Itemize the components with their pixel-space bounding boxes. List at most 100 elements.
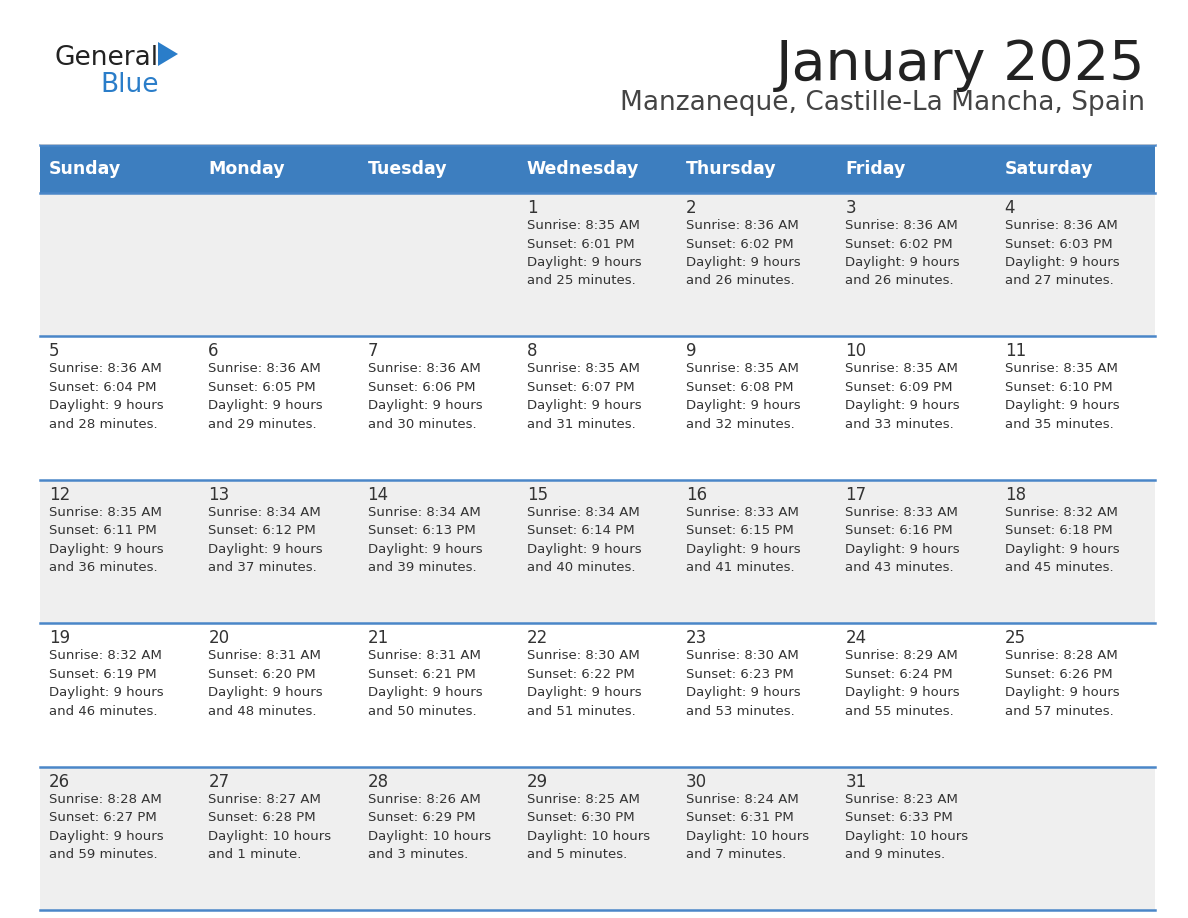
Text: 1: 1 (526, 199, 537, 217)
Text: 29: 29 (526, 773, 548, 790)
Text: Sunrise: 8:34 AM: Sunrise: 8:34 AM (367, 506, 480, 519)
Text: Sunset: 6:06 PM: Sunset: 6:06 PM (367, 381, 475, 394)
Text: Daylight: 9 hours: Daylight: 9 hours (846, 543, 960, 555)
Text: 27: 27 (208, 773, 229, 790)
Text: 17: 17 (846, 486, 866, 504)
Text: Sunrise: 8:33 AM: Sunrise: 8:33 AM (846, 506, 959, 519)
Text: Sunset: 6:23 PM: Sunset: 6:23 PM (687, 667, 794, 681)
Text: Sunrise: 8:36 AM: Sunrise: 8:36 AM (208, 363, 321, 375)
Text: Daylight: 9 hours: Daylight: 9 hours (49, 686, 164, 700)
Text: Daylight: 9 hours: Daylight: 9 hours (1005, 686, 1119, 700)
Text: Sunset: 6:30 PM: Sunset: 6:30 PM (526, 812, 634, 824)
Text: and 57 minutes.: and 57 minutes. (1005, 705, 1113, 718)
Text: Sunset: 6:28 PM: Sunset: 6:28 PM (208, 812, 316, 824)
Text: Daylight: 9 hours: Daylight: 9 hours (687, 256, 801, 269)
Text: Friday: Friday (846, 160, 905, 178)
Text: Daylight: 9 hours: Daylight: 9 hours (367, 399, 482, 412)
Text: and 51 minutes.: and 51 minutes. (526, 705, 636, 718)
Text: and 39 minutes.: and 39 minutes. (367, 561, 476, 575)
Text: and 27 minutes.: and 27 minutes. (1005, 274, 1113, 287)
Text: Sunset: 6:18 PM: Sunset: 6:18 PM (1005, 524, 1112, 537)
Text: 25: 25 (1005, 629, 1026, 647)
Text: and 9 minutes.: and 9 minutes. (846, 848, 946, 861)
Text: Sunrise: 8:27 AM: Sunrise: 8:27 AM (208, 792, 321, 806)
Text: Thursday: Thursday (687, 160, 777, 178)
Text: Sunset: 6:26 PM: Sunset: 6:26 PM (1005, 667, 1112, 681)
Text: 2: 2 (687, 199, 697, 217)
Text: and 50 minutes.: and 50 minutes. (367, 705, 476, 718)
Text: Sunrise: 8:32 AM: Sunrise: 8:32 AM (1005, 506, 1118, 519)
Text: Daylight: 9 hours: Daylight: 9 hours (367, 686, 482, 700)
Text: 11: 11 (1005, 342, 1026, 361)
Text: 7: 7 (367, 342, 378, 361)
Text: Sunset: 6:01 PM: Sunset: 6:01 PM (526, 238, 634, 251)
Bar (40, 336, 1155, 480)
Text: Daylight: 9 hours: Daylight: 9 hours (687, 686, 801, 700)
Text: Sunrise: 8:36 AM: Sunrise: 8:36 AM (846, 219, 959, 232)
Text: Sunset: 6:08 PM: Sunset: 6:08 PM (687, 381, 794, 394)
Text: Daylight: 9 hours: Daylight: 9 hours (49, 830, 164, 843)
Text: Sunset: 6:11 PM: Sunset: 6:11 PM (49, 524, 157, 537)
Text: 3: 3 (846, 199, 857, 217)
Text: Wednesday: Wednesday (526, 160, 639, 178)
Text: Daylight: 9 hours: Daylight: 9 hours (687, 399, 801, 412)
Text: 6: 6 (208, 342, 219, 361)
Text: 24: 24 (846, 629, 866, 647)
Text: and 48 minutes.: and 48 minutes. (208, 705, 317, 718)
Text: and 35 minutes.: and 35 minutes. (1005, 418, 1113, 431)
Text: Sunset: 6:04 PM: Sunset: 6:04 PM (49, 381, 157, 394)
Text: Daylight: 9 hours: Daylight: 9 hours (846, 686, 960, 700)
Text: Sunrise: 8:30 AM: Sunrise: 8:30 AM (526, 649, 639, 662)
Text: and 30 minutes.: and 30 minutes. (367, 418, 476, 431)
Text: Manzaneque, Castille-La Mancha, Spain: Manzaneque, Castille-La Mancha, Spain (620, 90, 1145, 116)
Text: Sunset: 6:22 PM: Sunset: 6:22 PM (526, 667, 634, 681)
Text: Daylight: 9 hours: Daylight: 9 hours (1005, 256, 1119, 269)
Text: and 3 minutes.: and 3 minutes. (367, 848, 468, 861)
Text: 13: 13 (208, 486, 229, 504)
Text: Daylight: 10 hours: Daylight: 10 hours (208, 830, 331, 843)
Text: and 31 minutes.: and 31 minutes. (526, 418, 636, 431)
Text: 30: 30 (687, 773, 707, 790)
Text: Sunrise: 8:30 AM: Sunrise: 8:30 AM (687, 649, 798, 662)
Text: Sunset: 6:02 PM: Sunset: 6:02 PM (687, 238, 794, 251)
Text: 18: 18 (1005, 486, 1026, 504)
Text: Sunrise: 8:35 AM: Sunrise: 8:35 AM (526, 363, 639, 375)
Text: and 25 minutes.: and 25 minutes. (526, 274, 636, 287)
Text: Sunrise: 8:34 AM: Sunrise: 8:34 AM (526, 506, 639, 519)
Text: and 37 minutes.: and 37 minutes. (208, 561, 317, 575)
Text: Sunset: 6:12 PM: Sunset: 6:12 PM (208, 524, 316, 537)
Bar (359, 145, 518, 193)
Text: 16: 16 (687, 486, 707, 504)
Text: Sunset: 6:21 PM: Sunset: 6:21 PM (367, 667, 475, 681)
Text: Monday: Monday (208, 160, 285, 178)
Text: Sunrise: 8:36 AM: Sunrise: 8:36 AM (687, 219, 798, 232)
Bar (40, 767, 1155, 910)
Text: Sunrise: 8:32 AM: Sunrise: 8:32 AM (49, 649, 162, 662)
Text: Sunset: 6:24 PM: Sunset: 6:24 PM (846, 667, 953, 681)
Text: Sunset: 6:15 PM: Sunset: 6:15 PM (687, 524, 794, 537)
Bar (996, 145, 1155, 193)
Bar (40, 480, 1155, 623)
Text: Sunrise: 8:35 AM: Sunrise: 8:35 AM (49, 506, 162, 519)
Text: Tuesday: Tuesday (367, 160, 447, 178)
Text: Sunset: 6:05 PM: Sunset: 6:05 PM (208, 381, 316, 394)
Text: Sunset: 6:27 PM: Sunset: 6:27 PM (49, 812, 157, 824)
Text: Sunset: 6:20 PM: Sunset: 6:20 PM (208, 667, 316, 681)
Text: Sunset: 6:09 PM: Sunset: 6:09 PM (846, 381, 953, 394)
Text: 14: 14 (367, 486, 388, 504)
Text: Daylight: 10 hours: Daylight: 10 hours (367, 830, 491, 843)
Text: Daylight: 10 hours: Daylight: 10 hours (526, 830, 650, 843)
Text: Daylight: 9 hours: Daylight: 9 hours (49, 543, 164, 555)
Text: 12: 12 (49, 486, 70, 504)
Text: Sunrise: 8:35 AM: Sunrise: 8:35 AM (526, 219, 639, 232)
Text: and 41 minutes.: and 41 minutes. (687, 561, 795, 575)
Text: 19: 19 (49, 629, 70, 647)
Text: Sunset: 6:31 PM: Sunset: 6:31 PM (687, 812, 794, 824)
Text: Daylight: 9 hours: Daylight: 9 hours (846, 256, 960, 269)
Text: Daylight: 9 hours: Daylight: 9 hours (367, 543, 482, 555)
Text: 9: 9 (687, 342, 696, 361)
Text: Daylight: 10 hours: Daylight: 10 hours (846, 830, 968, 843)
Text: Sunrise: 8:35 AM: Sunrise: 8:35 AM (687, 363, 800, 375)
Text: Sunrise: 8:31 AM: Sunrise: 8:31 AM (208, 649, 321, 662)
Bar (518, 145, 677, 193)
